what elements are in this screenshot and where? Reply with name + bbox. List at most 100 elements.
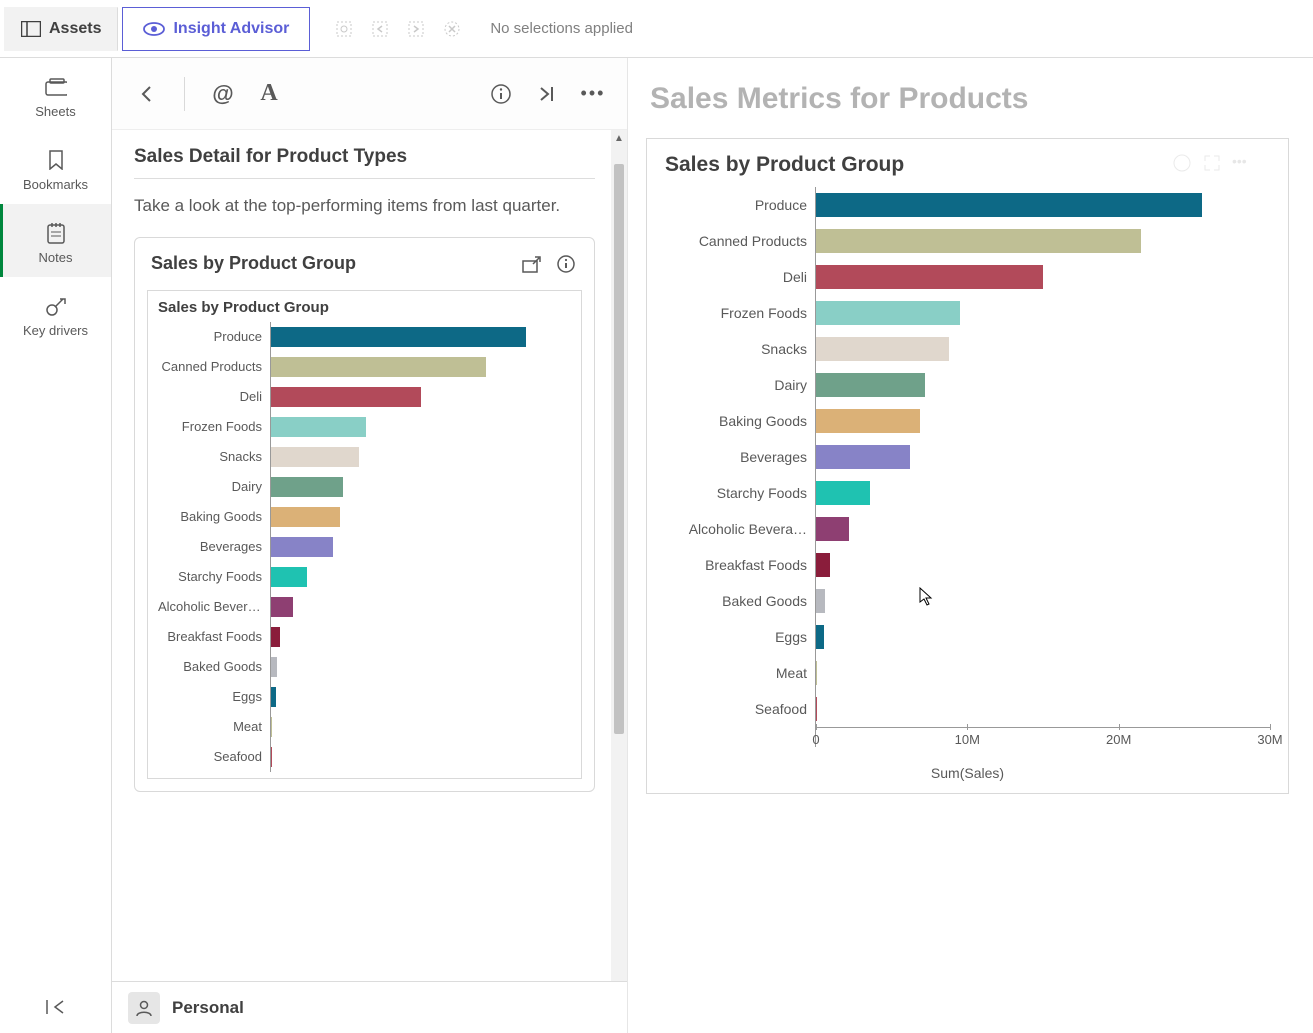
bar[interactable]	[816, 481, 870, 505]
bar-area	[270, 382, 571, 412]
bar-area	[270, 322, 571, 352]
scroll-thumb[interactable]	[614, 164, 624, 734]
bar[interactable]	[271, 597, 293, 617]
bar-row[interactable]: Meat	[158, 712, 571, 742]
bar-row[interactable]: Deli	[158, 382, 571, 412]
bar-row[interactable]: Canned Products	[158, 352, 571, 382]
bar-row[interactable]: Produce	[665, 187, 1270, 223]
chart-expand-icon[interactable]	[1202, 153, 1222, 173]
sidebar-item-notes[interactable]: Notes	[0, 204, 111, 277]
selection-back-icon[interactable]	[366, 15, 394, 43]
bar[interactable]	[271, 507, 340, 527]
bar[interactable]	[816, 301, 960, 325]
bar-label: Canned Products	[158, 359, 270, 374]
text-format-button[interactable]: A	[255, 80, 283, 108]
bar[interactable]	[271, 357, 486, 377]
bar[interactable]	[816, 373, 925, 397]
axis-title: Sum(Sales)	[665, 765, 1270, 781]
chart-more-icon[interactable]: •••	[1232, 153, 1252, 173]
tick-label: 20M	[1106, 732, 1131, 747]
bar-row[interactable]: Beverages	[158, 532, 571, 562]
bar-row[interactable]: Baking Goods	[158, 502, 571, 532]
bar-row[interactable]: Breakfast Foods	[665, 547, 1270, 583]
mention-button[interactable]: @	[209, 80, 237, 108]
bar-label: Deli	[665, 269, 815, 285]
export-icon[interactable]	[520, 252, 544, 276]
bar[interactable]	[816, 445, 910, 469]
bar-row[interactable]: Frozen Foods	[665, 295, 1270, 331]
bar[interactable]	[271, 477, 343, 497]
bar[interactable]	[271, 657, 277, 677]
bar[interactable]	[271, 627, 280, 647]
bar[interactable]	[816, 697, 817, 721]
bar[interactable]	[816, 409, 920, 433]
bar-row[interactable]: Eggs	[665, 619, 1270, 655]
bar-label: Dairy	[158, 479, 270, 494]
bar-row[interactable]: Meat	[665, 655, 1270, 691]
bar-row[interactable]: Produce	[158, 322, 571, 352]
snapshot-chart[interactable]: Produce Canned Products DeliFrozen Foods Sn…	[158, 322, 571, 772]
bar[interactable]	[271, 417, 366, 437]
collapse-sidebar-button[interactable]	[0, 999, 111, 1015]
sidebar-item-sheets[interactable]: Sheets	[0, 58, 111, 131]
snapshot-info-icon[interactable]	[554, 252, 578, 276]
bar[interactable]	[271, 687, 276, 707]
goto-end-button[interactable]	[533, 80, 561, 108]
assets-button[interactable]: Assets	[4, 7, 118, 51]
bar-row[interactable]: Baked Goods	[158, 652, 571, 682]
bar-label: Snacks	[158, 449, 270, 464]
bar-row[interactable]: Baked Goods	[665, 583, 1270, 619]
chart-info-icon[interactable]	[1172, 153, 1192, 173]
main-chart[interactable]: ProduceCanned Products Deli Frozen FoodsSn…	[665, 187, 1270, 747]
scrollbar[interactable]: ▲ ▼	[611, 130, 627, 1033]
bar[interactable]	[816, 553, 830, 577]
bar-row[interactable]: Seafood	[158, 742, 571, 772]
sidebar-item-key-drivers[interactable]: Key drivers	[0, 277, 111, 350]
clear-selections-icon[interactable]	[438, 15, 466, 43]
sidebar-item-label: Notes	[39, 250, 73, 265]
scroll-up-icon[interactable]: ▲	[611, 130, 627, 146]
selection-forward-icon[interactable]	[402, 15, 430, 43]
sidebar-item-label: Key drivers	[23, 323, 88, 338]
bar-row[interactable]: Dairy	[665, 367, 1270, 403]
back-button[interactable]	[132, 80, 160, 108]
bar[interactable]	[271, 447, 359, 467]
bar[interactable]	[271, 567, 307, 587]
bar[interactable]	[816, 229, 1141, 253]
bar-row[interactable]: Breakfast Foods	[158, 622, 571, 652]
bar[interactable]	[816, 625, 824, 649]
more-button[interactable]: •••	[579, 80, 607, 108]
bar-area	[815, 259, 1270, 295]
selection-tool-1-icon[interactable]	[330, 15, 358, 43]
bar[interactable]	[816, 337, 949, 361]
bar-row[interactable]: Frozen Foods	[158, 412, 571, 442]
bar-row[interactable]: Seafood	[665, 691, 1270, 727]
bar[interactable]	[816, 517, 849, 541]
persona-icon[interactable]	[128, 992, 160, 1024]
bar[interactable]	[271, 327, 526, 347]
bar-row[interactable]: Alcoholic Bevera…	[665, 511, 1270, 547]
bar-row[interactable]: Starchy Foods	[158, 562, 571, 592]
bar-row[interactable]: Starchy Foods	[665, 475, 1270, 511]
bar[interactable]	[816, 661, 817, 685]
bar[interactable]	[271, 537, 333, 557]
bar[interactable]	[271, 387, 421, 407]
insight-advisor-button[interactable]: Insight Advisor	[122, 7, 310, 51]
bar-row[interactable]: Snacks	[158, 442, 571, 472]
bar-row[interactable]: Beverages	[665, 439, 1270, 475]
insight-label: Insight Advisor	[173, 20, 289, 38]
bar-row[interactable]: Snacks	[665, 331, 1270, 367]
info-button[interactable]	[487, 80, 515, 108]
bar[interactable]	[816, 265, 1043, 289]
bar-row[interactable]: Baking Goods	[665, 403, 1270, 439]
sidebar-item-bookmarks[interactable]: Bookmarks	[0, 131, 111, 204]
center-panel: @ A ••• Sales Detail for Product Types T…	[112, 58, 628, 1033]
bar-row[interactable]: Alcoholic Bevera…	[158, 592, 571, 622]
bar-area	[815, 187, 1270, 223]
bar-row[interactable]: Deli	[665, 259, 1270, 295]
bar[interactable]	[816, 193, 1202, 217]
bar-row[interactable]: Dairy	[158, 472, 571, 502]
bar[interactable]	[816, 589, 825, 613]
bar-row[interactable]: Canned Products	[665, 223, 1270, 259]
bar-row[interactable]: Eggs	[158, 682, 571, 712]
